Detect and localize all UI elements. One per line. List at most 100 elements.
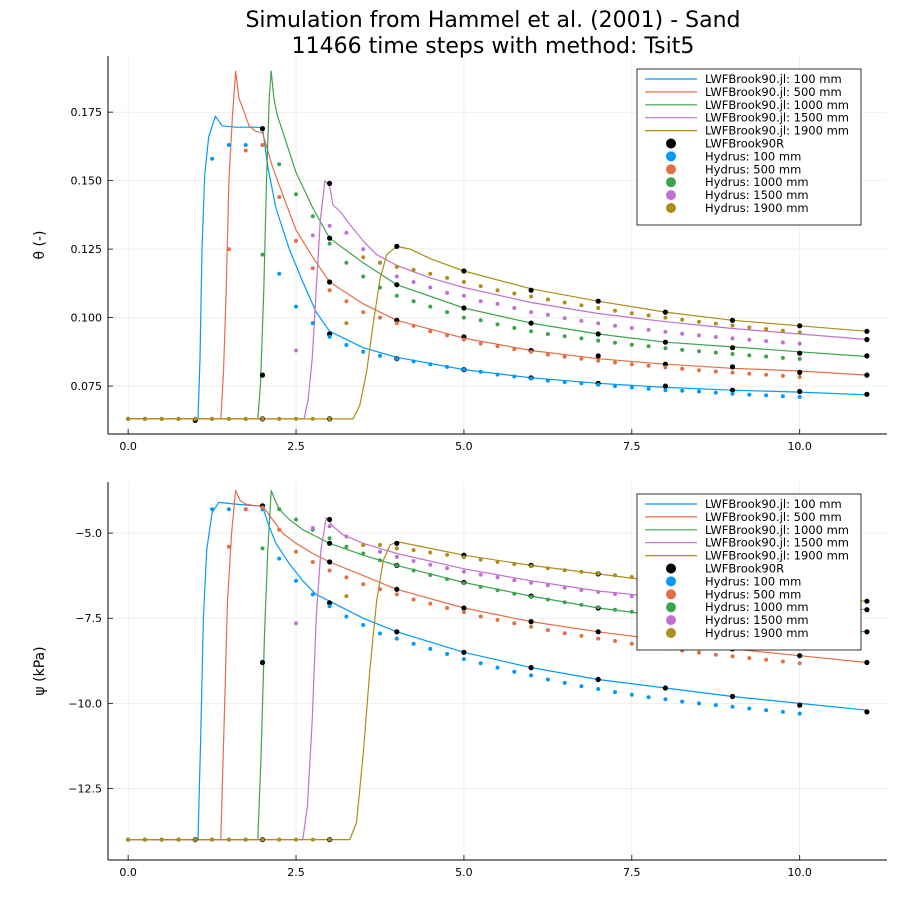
theta-scatter-point — [613, 308, 617, 313]
theta-scatter-point — [344, 260, 349, 265]
psi-scatter-point — [579, 633, 584, 638]
theta-scatter-point — [495, 301, 500, 306]
psi-scatter-point — [260, 546, 265, 551]
theta-scatter-point — [780, 394, 785, 399]
theta-legend-label: Hydrus: 1000 mm — [705, 175, 809, 189]
theta-scatter-point — [596, 382, 601, 387]
theta-scatter-point — [478, 369, 483, 374]
theta-scatter-point — [646, 344, 651, 349]
theta-legend-label: LWFBrook90R — [705, 137, 784, 151]
theta-scatter-point — [713, 350, 718, 355]
theta-scatter-point — [780, 373, 785, 378]
psi-scatter-point — [478, 584, 483, 589]
psi-scatter-point — [361, 543, 366, 547]
theta-scatter-point — [310, 416, 315, 421]
theta-scatter-point — [344, 230, 349, 235]
theta-scatter-point — [260, 143, 265, 147]
psi-scatter-point — [545, 628, 550, 633]
psi-scatter-point — [780, 709, 785, 714]
chart-title-line-1: Simulation from Hammel et al. (2001) - S… — [245, 8, 740, 33]
psi-scatter-point — [394, 629, 400, 635]
theta-scatter-point — [529, 310, 534, 315]
theta-series-line — [128, 245, 867, 420]
theta-scatter-point — [411, 323, 416, 328]
psi-legend-label: Hydrus: 1900 mm — [705, 626, 809, 640]
theta-scatter-point — [478, 318, 483, 323]
theta-scatter-point — [428, 304, 433, 309]
theta-scatter-point — [646, 386, 651, 391]
theta-scatter-point — [210, 416, 215, 421]
psi-scatter-point — [461, 569, 466, 574]
theta-scatter-point — [344, 343, 349, 347]
theta-scatter-point — [361, 274, 366, 279]
theta-scatter-point — [461, 315, 466, 320]
theta-scatter-point — [764, 372, 769, 377]
psi-y-tick-label: −12.5 — [68, 782, 102, 795]
theta-scatter-point — [729, 364, 736, 370]
psi-scatter-point — [864, 629, 870, 635]
psi-legend-label: Hydrus: 1000 mm — [705, 600, 809, 614]
psi-scatter-point — [596, 605, 601, 610]
theta-scatter-point — [579, 356, 584, 361]
psi-scatter-point — [713, 703, 718, 708]
theta-scatter-point — [495, 344, 500, 349]
psi-scatter-point — [797, 653, 803, 659]
psi-scatter-point — [310, 837, 315, 842]
theta-scatter-point — [394, 264, 399, 269]
theta-scatter-point — [663, 346, 668, 351]
theta-scatter-point — [797, 388, 803, 395]
psi-y-tick-label: −5.0 — [75, 527, 102, 540]
psi-scatter-point — [495, 617, 500, 622]
psi-scatter-point — [260, 837, 265, 842]
psi-scatter-point — [260, 505, 265, 510]
theta-scatter-point — [780, 340, 785, 345]
theta-scatter-point — [662, 309, 669, 315]
psi-scatter-point — [327, 837, 332, 842]
psi-scatter-point — [294, 517, 298, 522]
theta-scatter-point — [864, 328, 870, 334]
psi-scatter-point — [613, 592, 617, 596]
psi-series-line — [128, 489, 867, 841]
theta-scatter-point — [730, 391, 735, 396]
theta-scatter-point — [747, 353, 752, 358]
theta-scatter-point — [797, 330, 802, 335]
theta-scatter-point — [495, 322, 500, 327]
theta-scatter-point — [680, 366, 685, 371]
psi-scatter-point — [596, 636, 601, 641]
psi-legend-label: LWFBrook90.jl: 1000 mm — [705, 523, 849, 537]
psi-scatter-point — [394, 636, 399, 641]
theta-scatter-point — [512, 326, 517, 330]
theta-scatter-point — [344, 299, 349, 304]
theta-scatter-point — [378, 353, 382, 358]
theta-scatter-point — [478, 284, 483, 289]
psi-scatter-point — [411, 597, 416, 602]
theta-scatter-point — [394, 282, 400, 288]
psi-scatter-point — [729, 693, 736, 700]
theta-scatter-point — [747, 325, 752, 330]
psi-legend-label: LWFBrook90.jl: 100 mm — [705, 497, 842, 511]
psi-scatter-point — [478, 661, 483, 666]
theta-scatter-point — [478, 299, 483, 304]
psi-scatter-point — [512, 669, 517, 674]
theta-scatter-point — [780, 328, 785, 333]
theta-scatter-point — [394, 293, 399, 298]
psi-panel: 0.0 2.5 5.0 7.5 10.0 −12.5 −10.0 −7.5 −5.0 ψ (kPa… — [32, 482, 887, 879]
theta-scatter-point — [478, 341, 483, 346]
psi-scatter-point — [327, 600, 333, 606]
theta-scatter-point — [663, 329, 668, 334]
theta-scatter-point — [697, 368, 701, 373]
theta-scatter-point — [361, 349, 366, 354]
psi-scatter-point — [478, 614, 483, 619]
theta-scatter-point — [713, 335, 718, 339]
psi-legend-label: LWFBrook90.jl: 1900 mm — [705, 549, 849, 563]
theta-scatter-point — [344, 321, 349, 326]
theta-scatter-point — [646, 327, 651, 332]
theta-legend-label: Hydrus: 500 mm — [705, 162, 801, 176]
psi-y-axis-label: ψ (kPa) — [32, 646, 48, 695]
psi-scatter-point — [310, 560, 315, 564]
psi-legend-dot-swatch — [666, 563, 676, 574]
theta-scatter-point — [461, 268, 467, 274]
theta-scatter-point — [646, 313, 651, 318]
theta-scatter-point — [294, 416, 298, 421]
